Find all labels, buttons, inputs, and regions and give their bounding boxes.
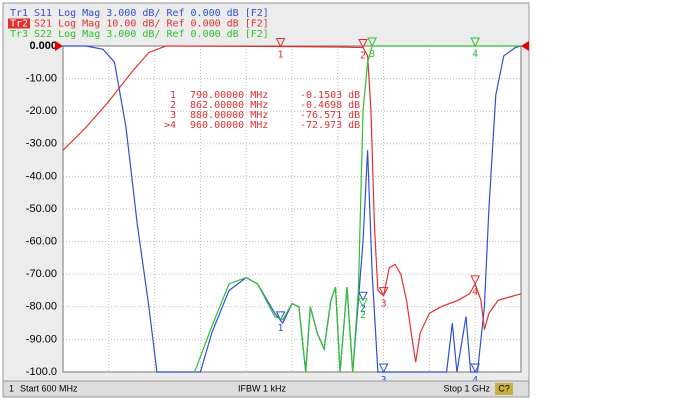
trace-marker-label: 3	[369, 49, 375, 60]
marker-readout: 790.00000 MHz	[190, 90, 268, 101]
channel: 1	[9, 383, 14, 393]
trace-marker	[275, 37, 286, 48]
trace-marker	[378, 287, 389, 297]
cal-badge	[495, 383, 513, 395]
trace-marker-label: 2	[360, 51, 366, 62]
trace-marker-label: 4	[472, 287, 478, 298]
active-trace-badge	[8, 18, 30, 29]
y-tick-label: -80.00	[26, 301, 57, 313]
trace-marker	[275, 311, 286, 321]
marker-readout: -76.571 dB	[300, 110, 360, 121]
y-tick-label: -20.00	[26, 105, 57, 117]
trace-id: Tr1	[10, 8, 28, 19]
trace-marker	[358, 298, 368, 308]
plot-border	[62, 45, 522, 373]
stop-freq: Stop 1 GHz	[443, 383, 490, 393]
trace-marker	[470, 363, 481, 374]
trace-marker-label: 4	[472, 49, 478, 60]
status-bar	[2, 380, 530, 398]
marker-readout: >4	[164, 120, 176, 131]
ifbw: IFBW 1 kHz	[238, 383, 287, 393]
y-tick-label: -50.00	[26, 203, 57, 215]
start-freq: Start 600 MHz	[20, 383, 78, 393]
y-tick-label: -100.0	[26, 366, 57, 378]
marker-readout: -0.4698 dB	[300, 100, 360, 111]
legend-entry: S11 Log Mag 3.000 dB/ Ref 0.000 dB [F2]	[34, 8, 269, 19]
marker-readout: -72.973 dB	[300, 120, 360, 131]
marker-readout: 880.00000 MHz	[190, 110, 268, 121]
trace-marker	[358, 291, 368, 302]
y-tick-label: -40.00	[26, 170, 57, 182]
trace-marker-label: 2	[360, 310, 366, 321]
trace-marker	[378, 363, 389, 374]
trace-marker-label: 2	[360, 303, 366, 314]
y-tick-label: -10.00	[26, 73, 57, 85]
legend-entry: S21 Log Mag 10.00 dB/ Ref 0.000 dB [F2]	[34, 19, 269, 30]
marker-readout: 1	[170, 90, 176, 101]
trace-id: Tr3	[10, 29, 28, 40]
y-tick-label: 0.000	[29, 40, 57, 52]
trace-marker-label: 1	[278, 49, 284, 60]
trace-marker	[470, 275, 481, 286]
trace-line	[62, 45, 522, 363]
trace-marker-label: 3	[381, 299, 387, 310]
y-tick-label: -30.00	[26, 138, 57, 150]
marker-readout: -0.1503 dB	[300, 90, 360, 101]
trace-marker	[367, 37, 377, 48]
ref-marker	[55, 41, 63, 51]
marker-readout: 2	[170, 100, 176, 111]
trace-marker	[470, 37, 481, 48]
marker-readout: 862.00000 MHz	[190, 100, 268, 111]
y-tick-label: -90.00	[26, 333, 57, 345]
trace-line	[194, 45, 521, 373]
trace-marker-label: 1	[278, 323, 284, 334]
legend-entry: S22 Log Mag 3.000 dB/ Ref 0.000 dB [F2]	[34, 29, 269, 40]
cal-status: C?	[498, 383, 510, 393]
trace-id: Tr2	[10, 19, 28, 30]
y-tick-label: -70.00	[26, 268, 57, 280]
marker-readout: 3	[170, 110, 176, 121]
marker-readout: 960.00000 MHz	[190, 120, 268, 131]
ref-marker	[521, 41, 529, 51]
y-tick-label: -60.00	[26, 236, 57, 248]
trace-marker	[358, 39, 368, 49]
